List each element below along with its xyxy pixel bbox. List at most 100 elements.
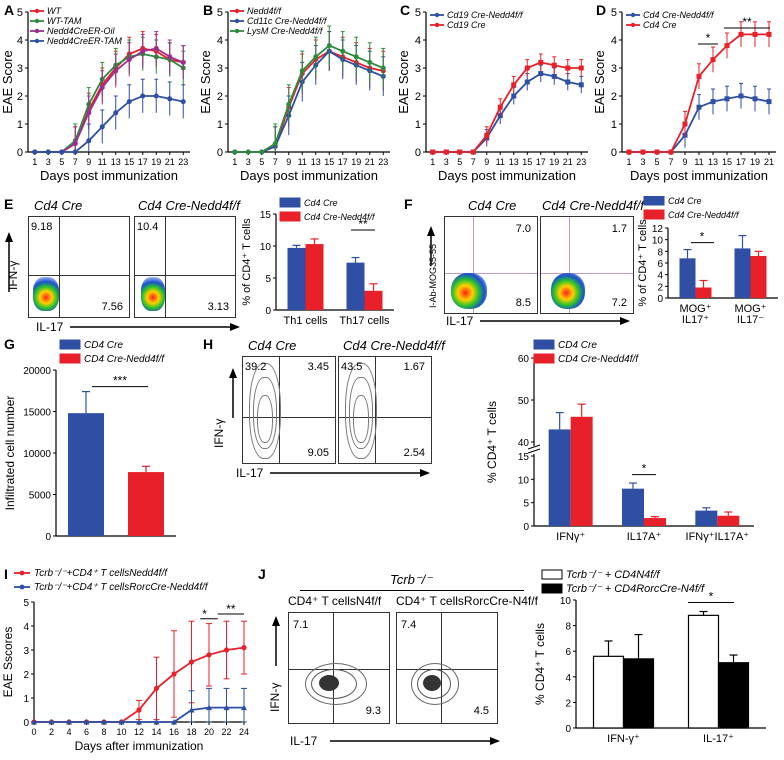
facs-plot-f2: 1.7 7.2 [540,216,634,314]
sig-star: * [642,462,647,476]
data-point [578,82,584,88]
data-point [766,99,772,105]
quad-h2-lr: 2.54 [403,447,425,459]
data-point [511,82,517,88]
x-tick-label: 1 [626,157,631,167]
x-axis-label: Days post immunization [438,168,576,183]
quad-f2-ur: 1.7 [611,223,627,235]
legend-marker [434,12,440,18]
legend-label: CD4 Cre-Nedd4f/f [558,354,639,365]
facs-j-title-2: CD4⁺ T cellsRorcCre-N4f/f [396,594,538,608]
data-point [171,671,177,677]
facs-j-xlabel: IL-17 [290,734,318,748]
sig-star: * [709,590,714,604]
bar [548,429,571,526]
x-tick-label: 19 [549,157,559,167]
category-label: IFN-γ⁺ [607,733,640,745]
sig-star: * [202,607,207,621]
data-point [696,73,702,79]
data-point [241,704,247,711]
legend-label: Nedd4CreER-Oil [47,26,116,36]
legend-swatch [643,209,665,220]
y-tick-label: 2 [17,91,23,103]
legend-swatch [533,353,555,364]
category-label: IL-17⁺ [703,733,734,745]
x-tick-label: 11 [298,157,307,167]
bar [128,472,164,536]
data-point [167,54,173,60]
bar [364,290,383,310]
data-point [367,59,373,65]
legend-label: Cd4 Cre [304,198,338,208]
legend-label: Cd19 Cre-Nedd4f/f [447,10,524,20]
x-tick-label: 23 [576,157,586,167]
facs-density-blob [451,273,487,309]
data-point [206,652,212,658]
x-tick-label: 7 [471,157,476,167]
data-point [551,73,557,79]
y-tick-label: 4 [415,35,421,47]
data-point [245,149,251,155]
x-tick-label: 13 [509,157,519,167]
y-tick-label: 4 [17,35,23,47]
facs-f-title-2: Cd4 Cre-Nedd4f/f [542,198,644,213]
facs-contour [249,363,281,459]
data-point [696,104,702,110]
facs-density-blob [141,277,165,311]
quad-f1-lr: 8.5 [515,297,531,309]
data-point [524,79,530,85]
legend-label: CD4 Cre-Nedd4f/f [84,354,165,365]
x-tick-label: 17 [138,157,148,167]
x-tick-label: 0 [31,727,36,737]
x-tick-label: 5 [457,157,462,167]
y-tick-label: 0 [611,147,617,159]
series-line [34,47,184,153]
legend-label: Tcrb⁻/⁻ + CD4N4f/f [566,569,660,581]
y-tick-label: 1 [217,119,223,131]
data-point [45,149,51,155]
data-point [153,93,159,99]
y-tick-label: 3 [23,646,29,657]
bar [570,416,593,526]
y-tick-label: 2 [415,91,421,103]
data-point [59,149,65,155]
panel-letter-i: I [4,566,8,582]
sig-star: *** [113,374,127,388]
data-point [752,96,758,102]
bar [622,658,655,729]
facs-h-xlabel: IL-17 [236,466,264,480]
data-point [724,96,730,102]
facs-e-yarrow [5,232,13,292]
data-point [86,110,92,116]
facs-e-xlabel: IL-17 [36,320,64,334]
panel-letter-d: D [596,2,607,18]
data-point [72,149,78,155]
x-axis-label: Days after immunization [75,739,204,753]
legend-label: Cd11c Cre-Nedd4f/f [247,16,328,26]
x-tick-label: 9 [484,157,489,167]
legend-label: Cd4 Cre-Nedd4f/f [304,212,376,222]
bar [592,655,625,729]
facs-plot-e2: 10.4 3.13 [134,216,236,318]
x-axis-label: Days post immunization [630,168,768,183]
axis-break-mark [527,444,541,450]
legend-swatch [533,339,555,350]
y-tick-label: 0 [523,522,529,533]
legend-swatch [59,339,81,350]
legend-label: Cd4 Cre [668,196,702,206]
facs-density-blob [33,277,59,311]
legend-label: Nedd4CreER-TAM [47,36,122,46]
legend-label: CD4 Cre [84,340,123,351]
facs-j-ylabel: IFN-γ [268,682,282,712]
y-axis-label: EAE Score [198,50,213,114]
legend-label: Cd4 Cre [643,20,677,30]
quad-f1-ur: 7.0 [515,223,531,235]
y-tick-label: 5 [217,7,223,19]
chart-g: 0 5000 10000 15000 20000 Infiltrated cell num… [3,339,176,543]
data-point [223,704,230,711]
legend-label: Tcrb⁻/⁻ + CD4RorcCre-N4f/f [566,583,705,595]
y-tick-label: 2 [23,670,29,681]
facs-contour [311,669,357,699]
x-tick-label: 22 [221,727,231,737]
